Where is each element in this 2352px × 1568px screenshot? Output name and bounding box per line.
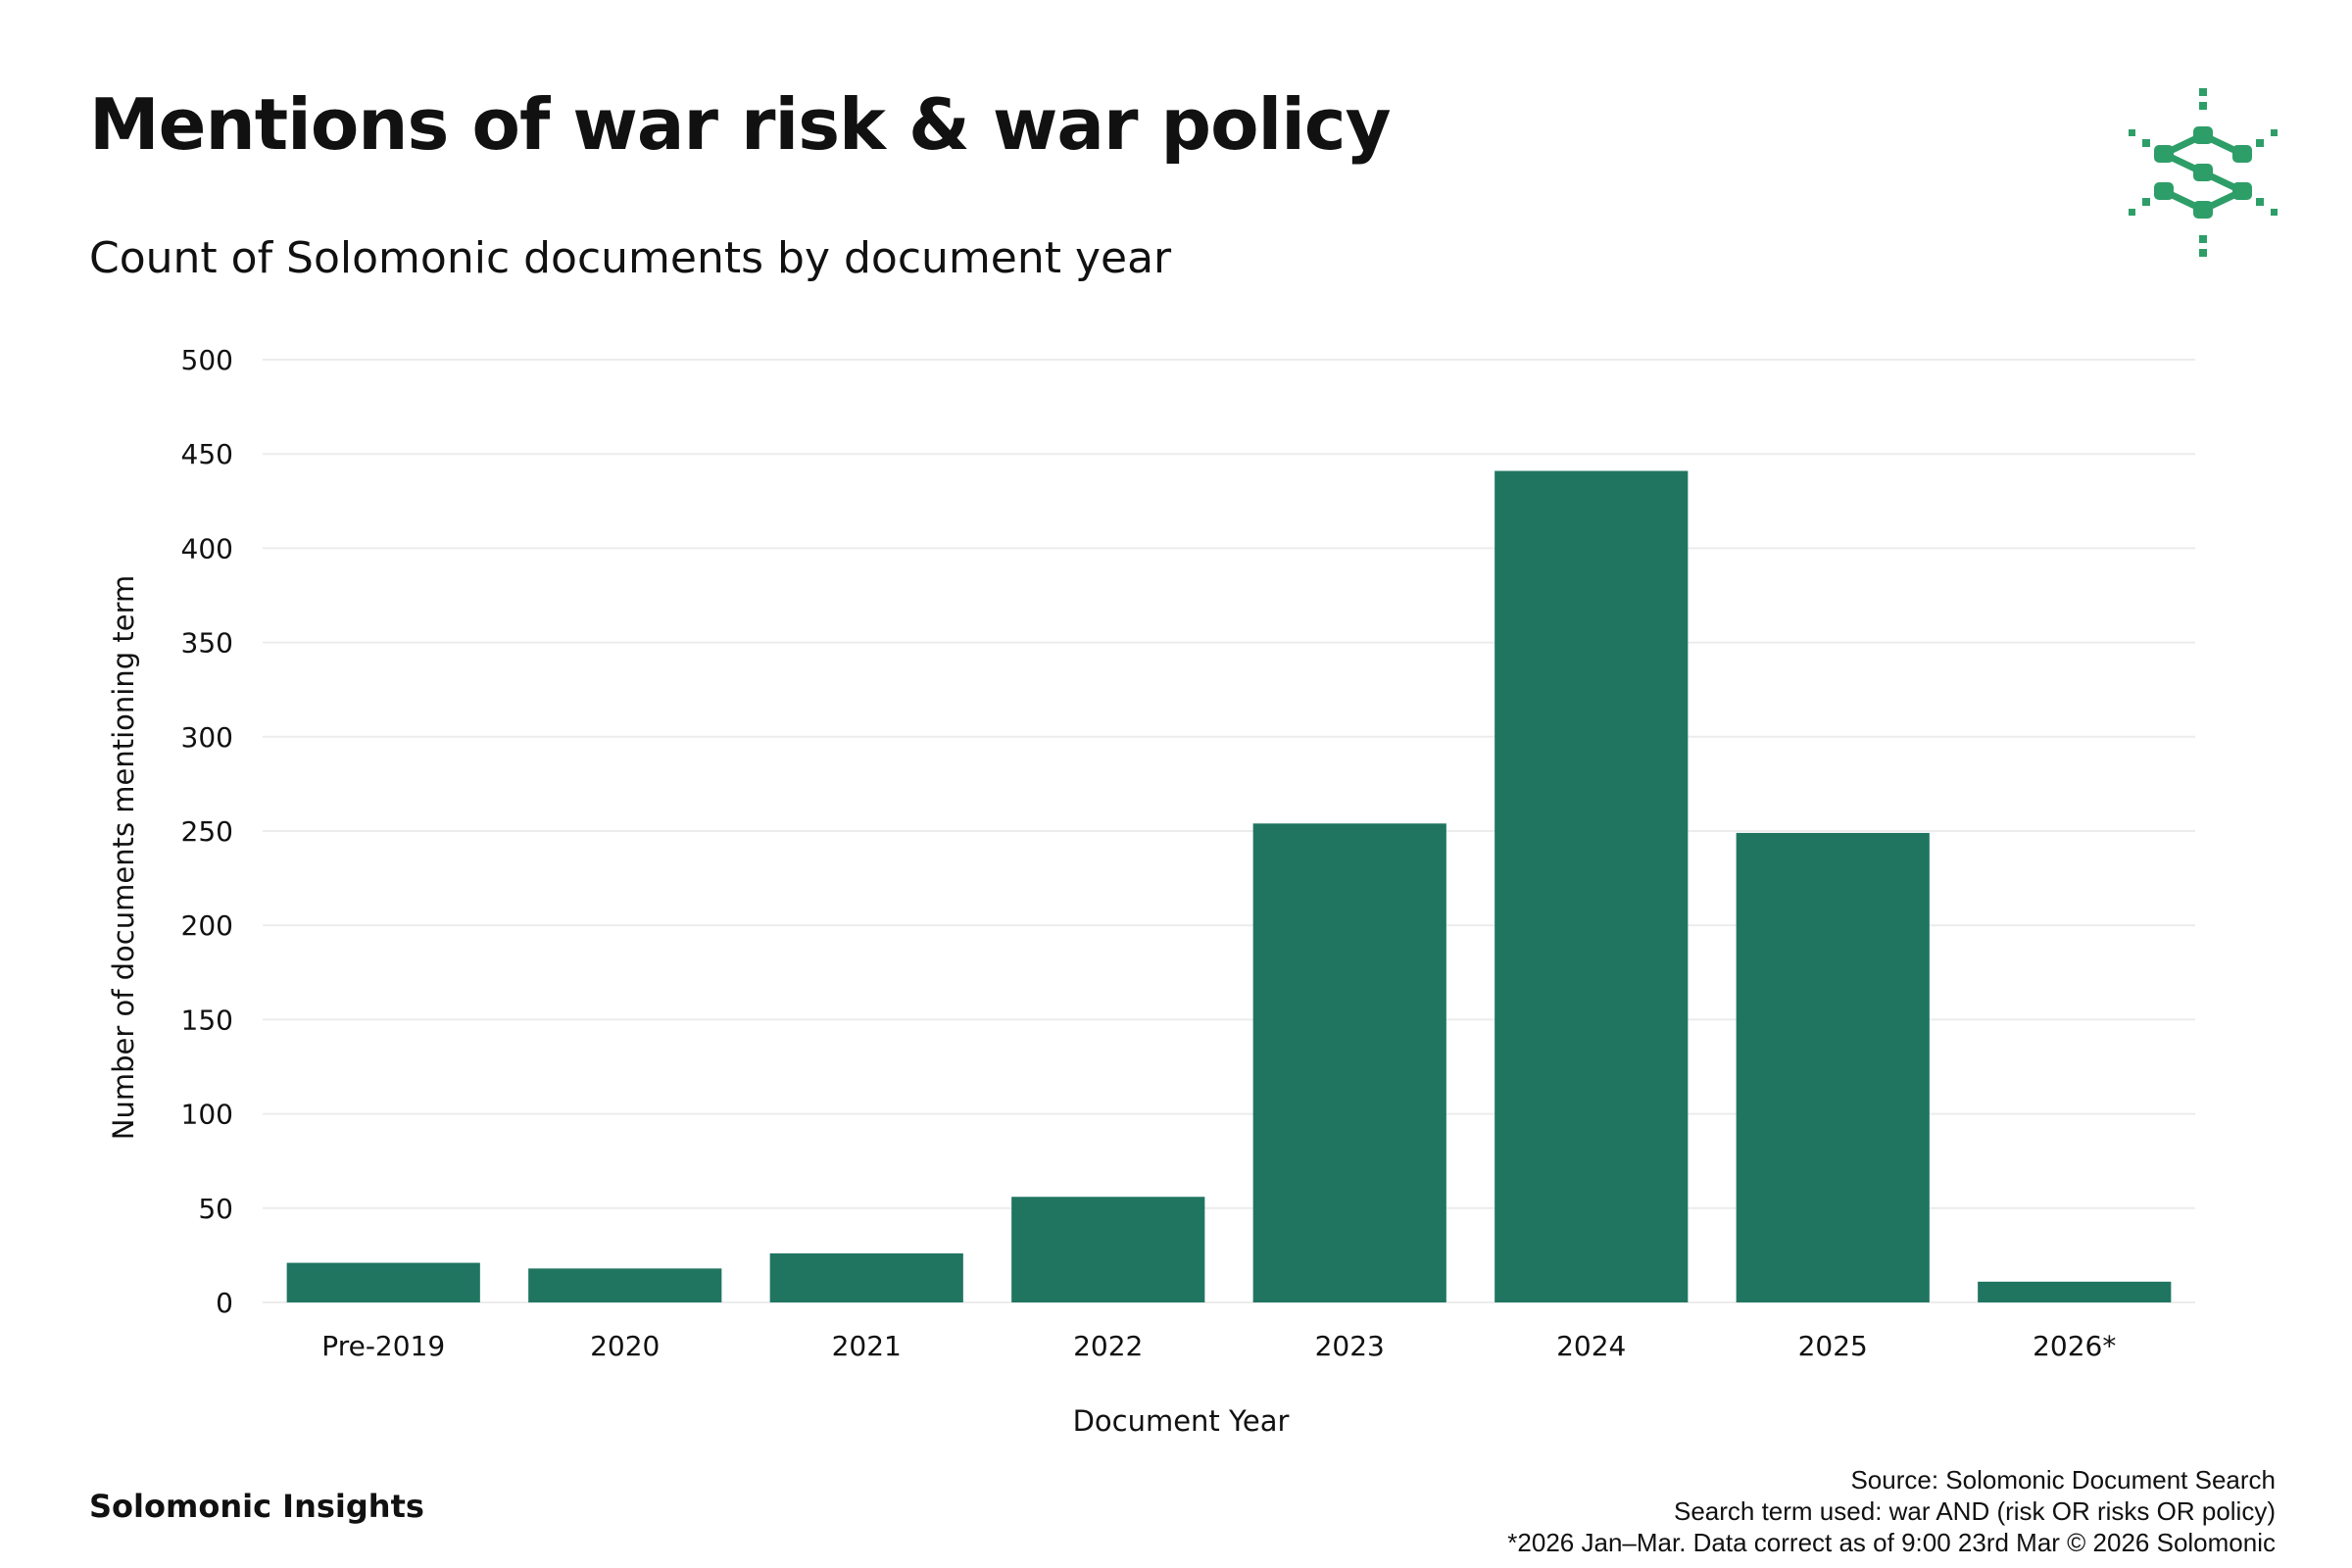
y-tick-label: 350 (181, 627, 233, 660)
bar (769, 1252, 963, 1302)
source-note: Source: Solomonic Document Search (1850, 1465, 2276, 1494)
y-axis-ticks: 0 50 100 150 200 250 300 350 400 450 500 (181, 344, 233, 1319)
y-tick-label: 150 (181, 1004, 233, 1036)
x-tick-label: 2021 (832, 1330, 902, 1362)
y-tick-label: 450 (181, 438, 233, 470)
y-tick-label: 500 (181, 344, 233, 376)
y-tick-label: 250 (181, 815, 233, 848)
bars (286, 470, 2172, 1302)
solomonic-logo-icon (2129, 88, 2278, 257)
footnotes: Source: Solomonic Document Search Search… (904, 1464, 2276, 1558)
y-tick-label: 0 (216, 1287, 233, 1319)
chart-title: Mentions of war risk & war policy (89, 83, 1392, 166)
x-axis-ticks: Pre-2019 2020 2021 2022 2023 2024 2025 2026* (321, 1330, 2116, 1362)
y-tick-label: 400 (181, 532, 233, 564)
y-axis-label: Number of documents mentioning term (107, 575, 140, 1141)
x-tick-label: 2023 (1315, 1330, 1385, 1362)
bar (1978, 1281, 2172, 1302)
x-tick-label: 2025 (1798, 1330, 1868, 1362)
bar (1011, 1197, 1205, 1302)
y-tick-label: 300 (181, 721, 233, 754)
bar (1736, 832, 1930, 1302)
bar (1252, 823, 1446, 1302)
y-tick-label: 100 (181, 1099, 233, 1131)
x-tick-label: 2026* (2033, 1330, 2116, 1362)
search-term-note: Search term used: war AND (risk OR risks… (1673, 1496, 2276, 1526)
x-tick-label: 2024 (1556, 1330, 1626, 1362)
x-tick-label: 2022 (1073, 1330, 1143, 1362)
brand-name: Solomonic Insights (89, 1488, 424, 1525)
chart-subtitle: Count of Solomonic documents by document… (89, 233, 1172, 283)
bar (286, 1262, 480, 1302)
bar (1494, 470, 1689, 1302)
y-tick-label: 200 (181, 909, 233, 942)
data-note: *2026 Jan–Mar. Data correct as of 9:00 2… (1507, 1528, 2276, 1557)
y-tick-label: 50 (198, 1193, 233, 1225)
x-tick-label: Pre-2019 (321, 1330, 445, 1362)
x-tick-label: 2020 (590, 1330, 660, 1362)
bar (528, 1268, 722, 1302)
x-axis-label: Document Year (1073, 1404, 1290, 1438)
